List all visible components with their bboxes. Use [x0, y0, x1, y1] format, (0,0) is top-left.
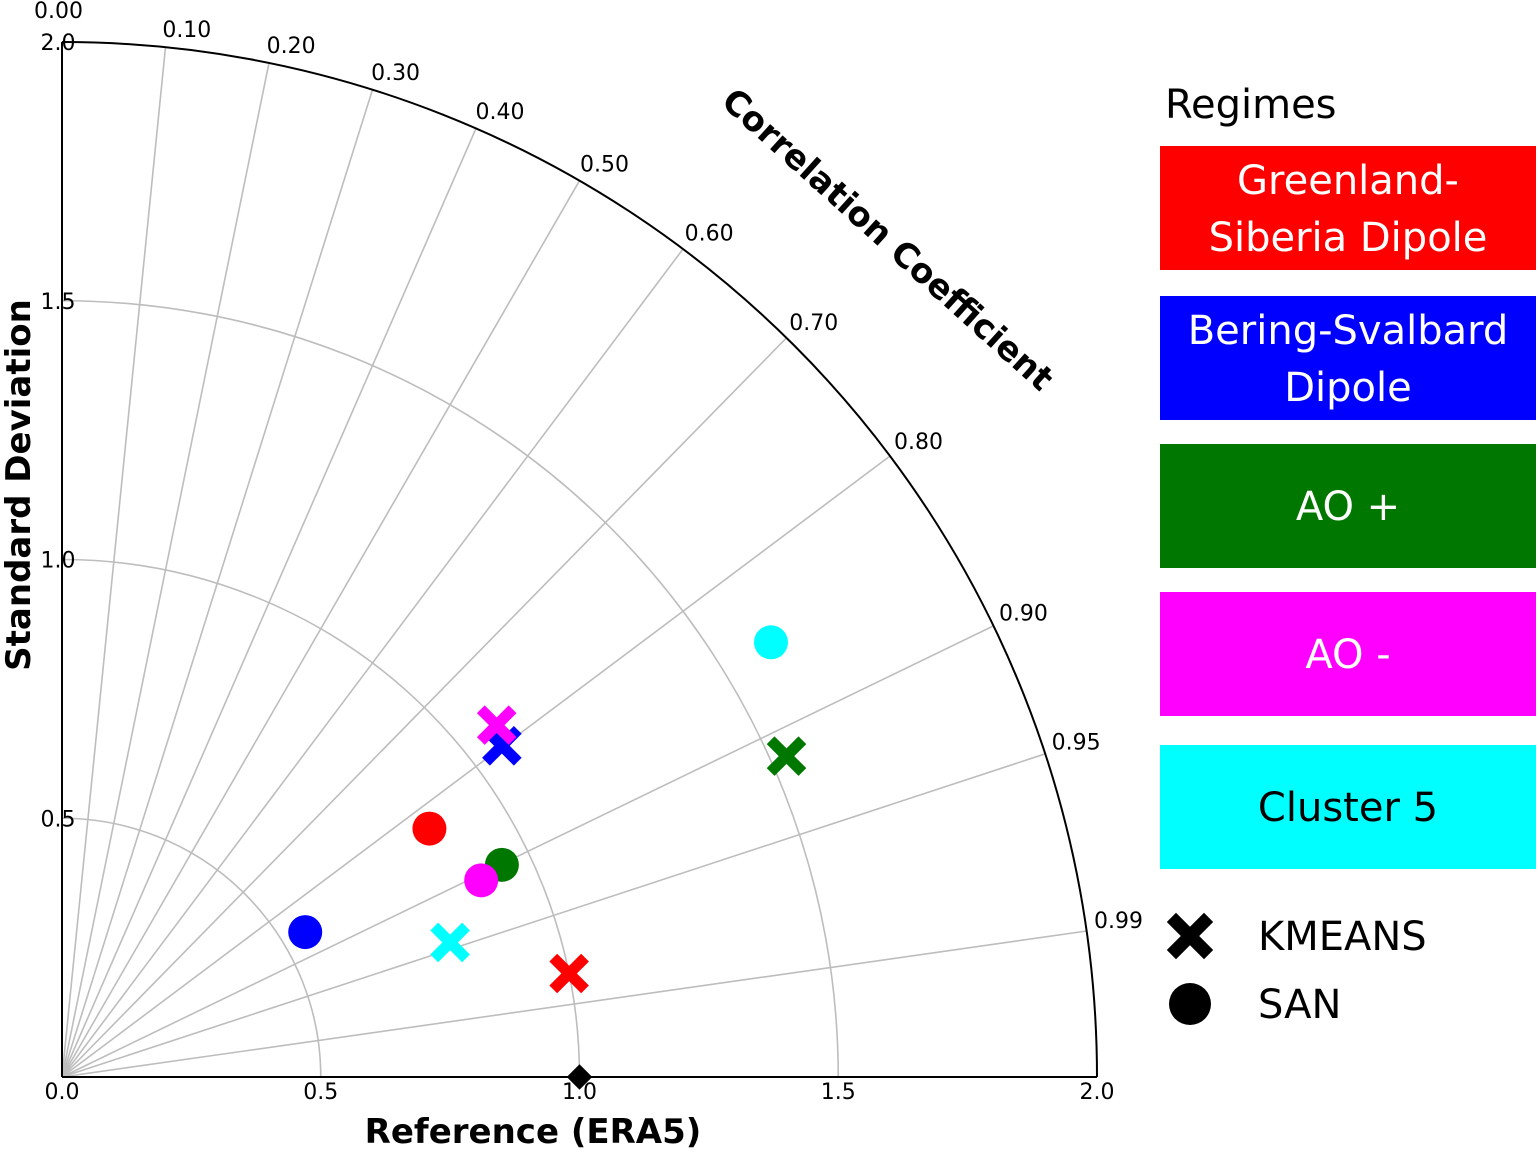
- legend-regime-label-line2: Siberia Dipole: [1209, 215, 1488, 261]
- correlation-tick-label: 0.10: [162, 18, 211, 43]
- correlation-axis-title: Correlation Coefficient: [714, 81, 1061, 399]
- std-dev-arc: [61, 299, 840, 1078]
- legend-kmeans-symbol: [1166, 912, 1214, 960]
- x-tick-label: 0.0: [45, 1080, 80, 1105]
- x-tick-label: 2.0: [1080, 1080, 1115, 1105]
- legend-regime-label: Cluster 5: [1258, 785, 1438, 831]
- kmeans-point: [476, 705, 517, 745]
- correlation-tick-label: 0.70: [789, 311, 838, 336]
- san-point: [412, 811, 447, 846]
- y-axis-title: Standard Deviation: [0, 299, 39, 671]
- legend-regime-label-line2: Dipole: [1284, 365, 1412, 411]
- legend-regime-label-line1: Greenland-: [1237, 158, 1459, 204]
- correlation-tick-label: 0.90: [999, 601, 1048, 626]
- x-marker-stroke: [766, 736, 807, 776]
- y-tick-label: 2.0: [41, 31, 76, 56]
- correlation-tick-label: 0.40: [476, 100, 525, 125]
- kmeans-point: [549, 953, 589, 994]
- std-dev-arc: [61, 558, 581, 1078]
- y-tick-label: 1.0: [41, 549, 76, 574]
- legend-color-box: [1160, 745, 1536, 869]
- correlation-tick-label: 0.60: [685, 222, 734, 247]
- x-axis-title: Reference (ERA5): [365, 1112, 702, 1152]
- correlation-tick-label: 0.95: [1052, 730, 1101, 755]
- x-tick-label: 0.5: [303, 1080, 338, 1105]
- correlation-tick-label: 0.00: [34, 0, 83, 24]
- legend-regime-label-line1: Bering-Svalbard: [1188, 308, 1509, 354]
- y-tick-label: 0.5: [41, 807, 76, 832]
- legend-regime-item: AO -: [1160, 592, 1536, 716]
- legend-marker-items: KMEANS SAN: [1166, 912, 1427, 1028]
- outer-arc: [61, 41, 1098, 1078]
- correlation-tick-label: 0.99: [1094, 909, 1143, 934]
- legend-regime-item: Cluster 5: [1160, 745, 1536, 869]
- std-dev-arc: [61, 817, 322, 1078]
- legend-san-symbol: [1169, 983, 1211, 1025]
- y-tick-label: 1.5: [41, 290, 76, 315]
- legend-title: Regimes: [1165, 82, 1337, 128]
- correlation-tick-label: 0.80: [894, 430, 943, 455]
- kmeans-point: [766, 736, 807, 776]
- legend-color-box: [1160, 296, 1536, 420]
- correlation-tick-label: 0.20: [267, 34, 316, 59]
- san-point: [464, 863, 499, 898]
- x-marker-stroke: [1166, 912, 1214, 960]
- x-marker-stroke: [549, 953, 589, 994]
- san-point: [753, 625, 788, 660]
- san-point: [288, 915, 323, 950]
- correlation-tick-label: 0.30: [371, 61, 420, 86]
- tick-labels: 0.00 0.10 0.20 0.30 0.40 0.50 0.60 0.70 0.80 0.90…: [34, 0, 1143, 1105]
- legend-regime-label: AO +: [1296, 484, 1400, 530]
- x-marker-stroke: [430, 922, 470, 963]
- legend-marker-label: KMEANS: [1258, 914, 1427, 960]
- frame-layer: [61, 41, 1098, 1078]
- grid-layer: [61, 47, 1087, 1078]
- legend-regime-item: AO +: [1160, 444, 1536, 568]
- legend-regime-label: AO -: [1305, 632, 1390, 678]
- legend-regime-item: Greenland- Siberia Dipole: [1160, 146, 1536, 270]
- kmeans-point: [430, 922, 470, 963]
- data-points: [288, 625, 807, 1090]
- legend: Regimes Greenland- Siberia Dipole Bering-S…: [1160, 82, 1536, 1028]
- correlation-tick-label: 0.50: [580, 153, 629, 178]
- legend-color-box: [1160, 146, 1536, 270]
- legend-color-box: [1160, 444, 1536, 568]
- x-tick-label: 1.5: [821, 1080, 856, 1105]
- x-marker-stroke: [476, 705, 517, 745]
- legend-marker-label: SAN: [1258, 982, 1341, 1028]
- legend-color-box: [1160, 592, 1536, 716]
- legend-regime-item: Bering-Svalbard Dipole: [1160, 296, 1536, 420]
